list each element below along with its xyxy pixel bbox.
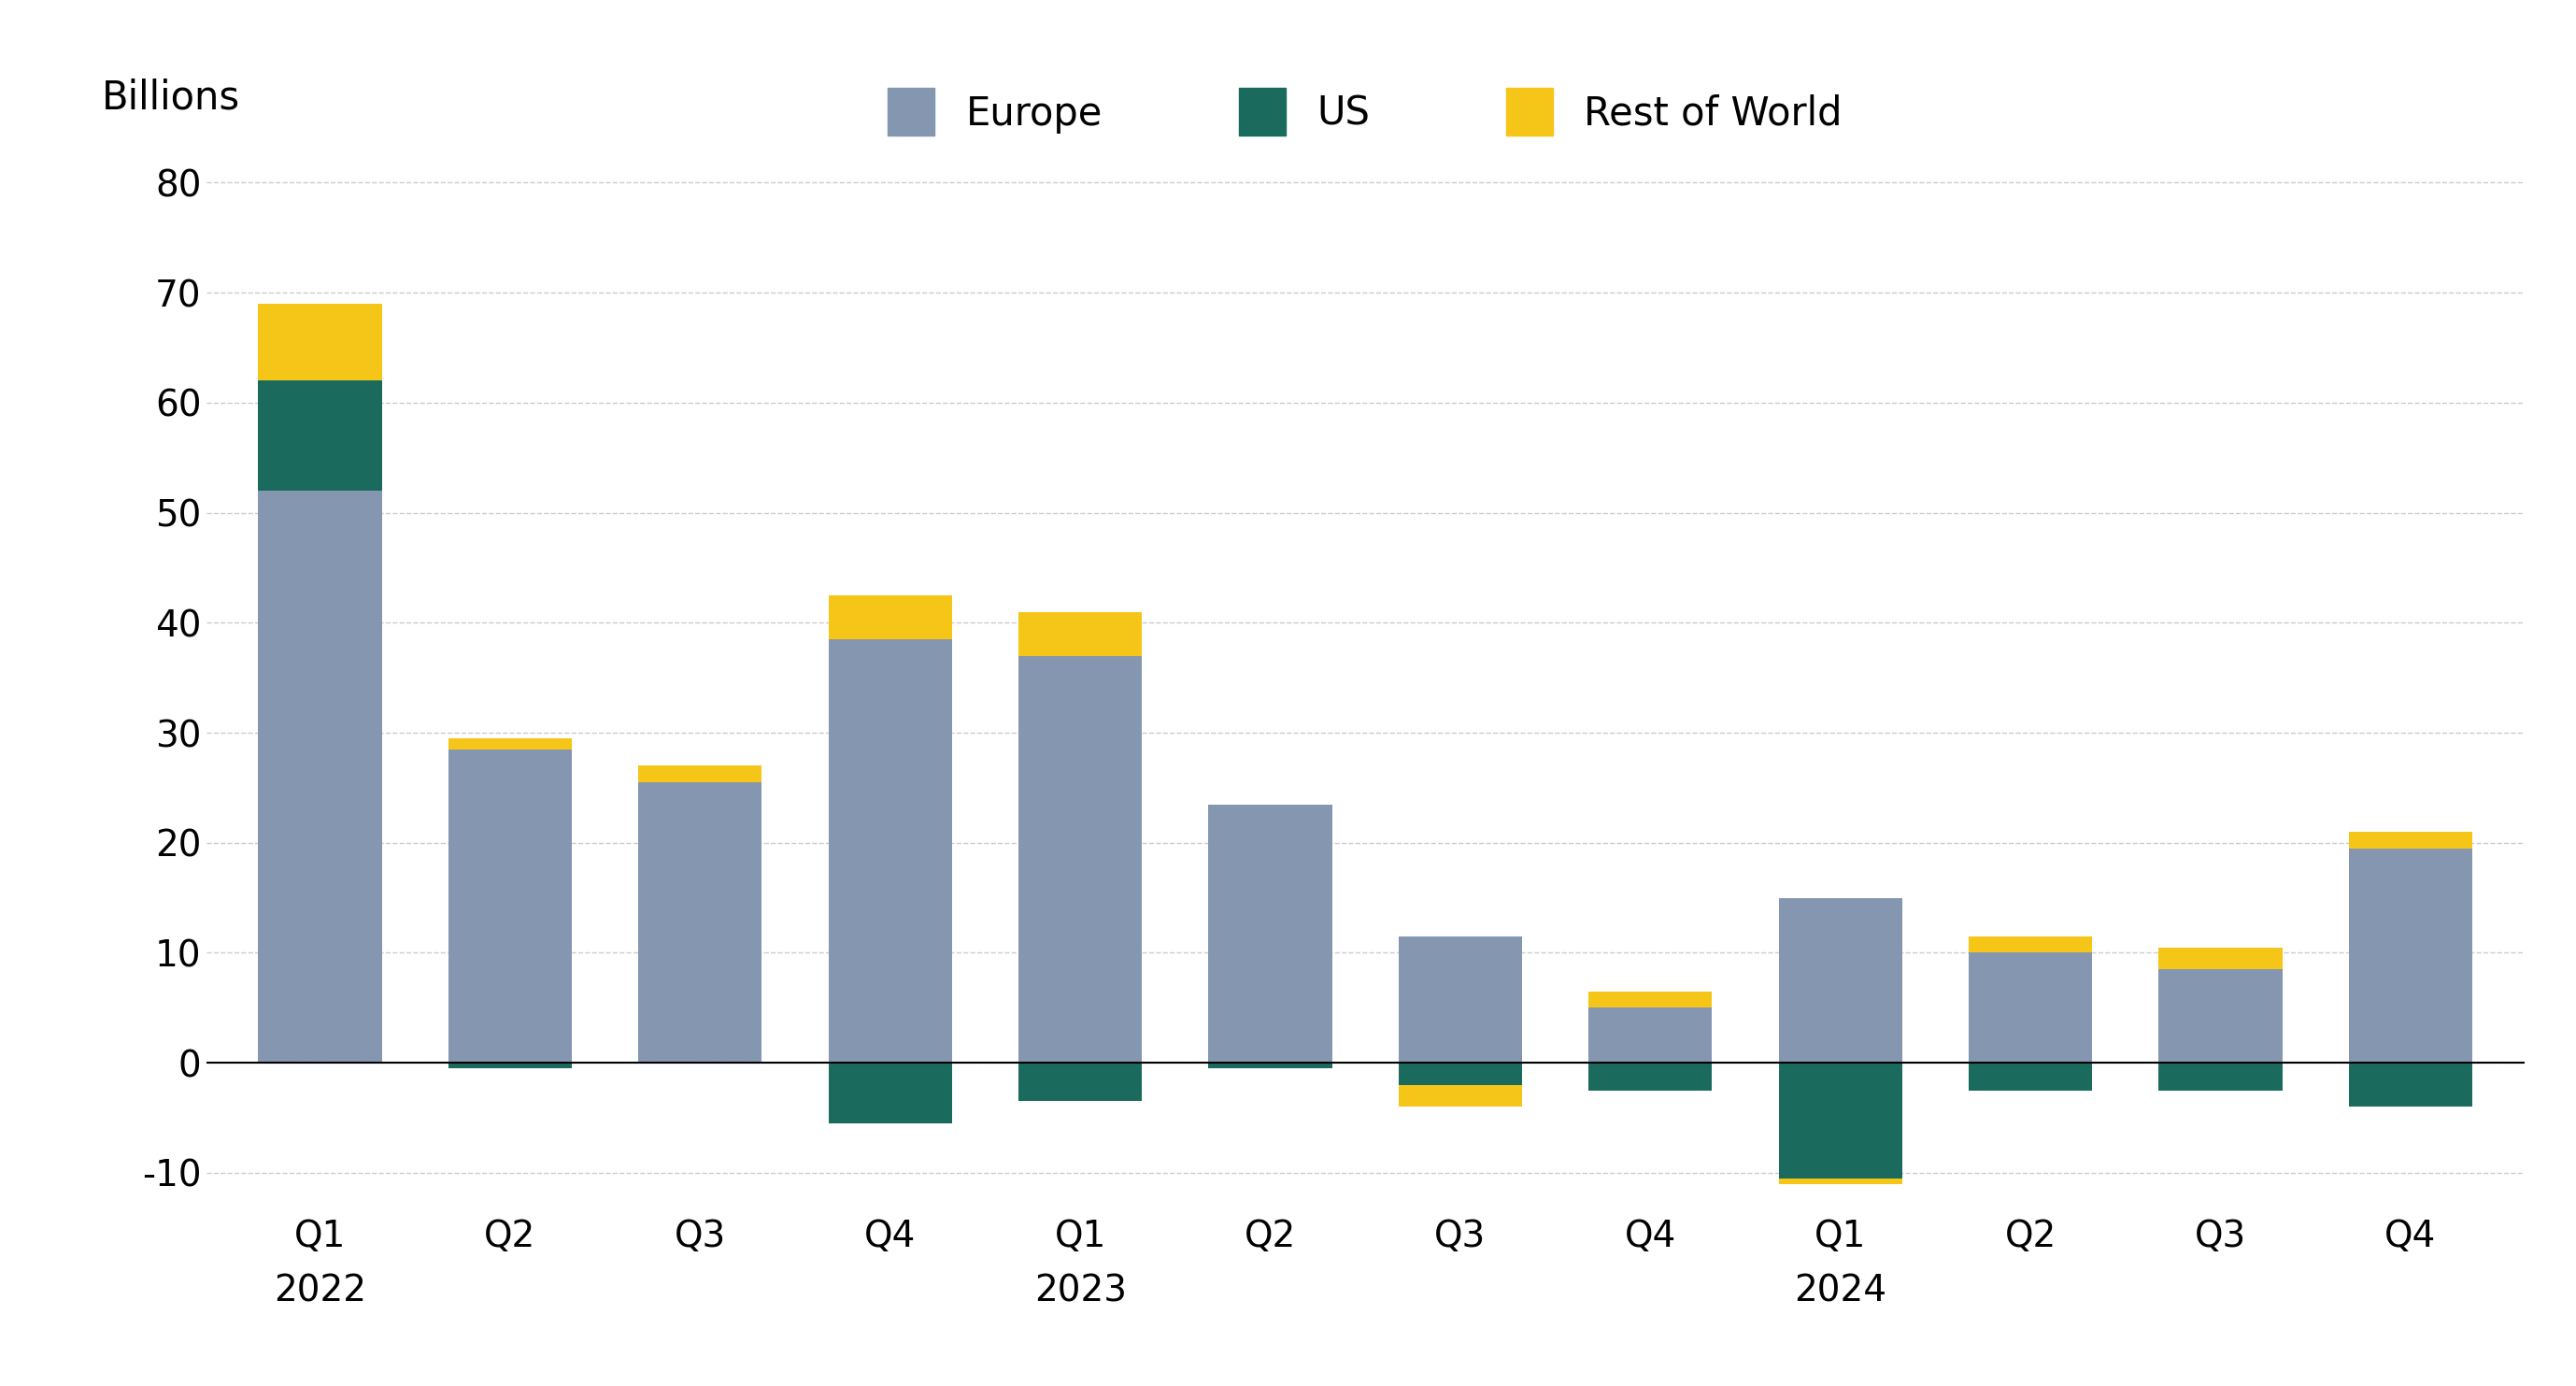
Bar [2159, 1063, 2282, 1091]
Bar [1018, 656, 1141, 1063]
Bar [1208, 1063, 1332, 1069]
Text: 2024: 2024 [1793, 1274, 1886, 1308]
Bar [829, 639, 953, 1063]
Bar [1018, 1063, 1141, 1102]
Bar [448, 1063, 572, 1069]
Bar [639, 765, 762, 782]
Bar [1018, 611, 1141, 656]
Bar [1777, 1063, 1901, 1178]
Bar [1399, 937, 1522, 1063]
Bar [2159, 947, 2282, 969]
Bar [1589, 991, 1713, 1008]
Bar [1777, 898, 1901, 1063]
Bar [448, 739, 572, 750]
Bar [258, 304, 381, 381]
Bar [1968, 952, 2092, 1063]
Bar [1589, 1063, 1713, 1091]
Bar [639, 782, 762, 1063]
Bar [2349, 832, 2473, 848]
Bar [1399, 1085, 1522, 1107]
Bar [258, 381, 381, 491]
Bar [1208, 804, 1332, 1063]
Bar [829, 595, 953, 639]
Text: Billions: Billions [103, 78, 240, 118]
Bar [2349, 1063, 2473, 1107]
Bar [1399, 1063, 1522, 1085]
Bar [2349, 848, 2473, 1063]
Bar [448, 750, 572, 1063]
Bar [1968, 937, 2092, 952]
Legend: Europe, US, Rest of World: Europe, US, Rest of World [873, 72, 1857, 151]
Bar [258, 491, 381, 1063]
Bar [1777, 1178, 1901, 1184]
Bar [829, 1063, 953, 1123]
Bar [1589, 1008, 1713, 1063]
Text: 2022: 2022 [273, 1274, 366, 1308]
Bar [2159, 969, 2282, 1063]
Text: 2023: 2023 [1033, 1274, 1126, 1308]
Bar [1968, 1063, 2092, 1091]
